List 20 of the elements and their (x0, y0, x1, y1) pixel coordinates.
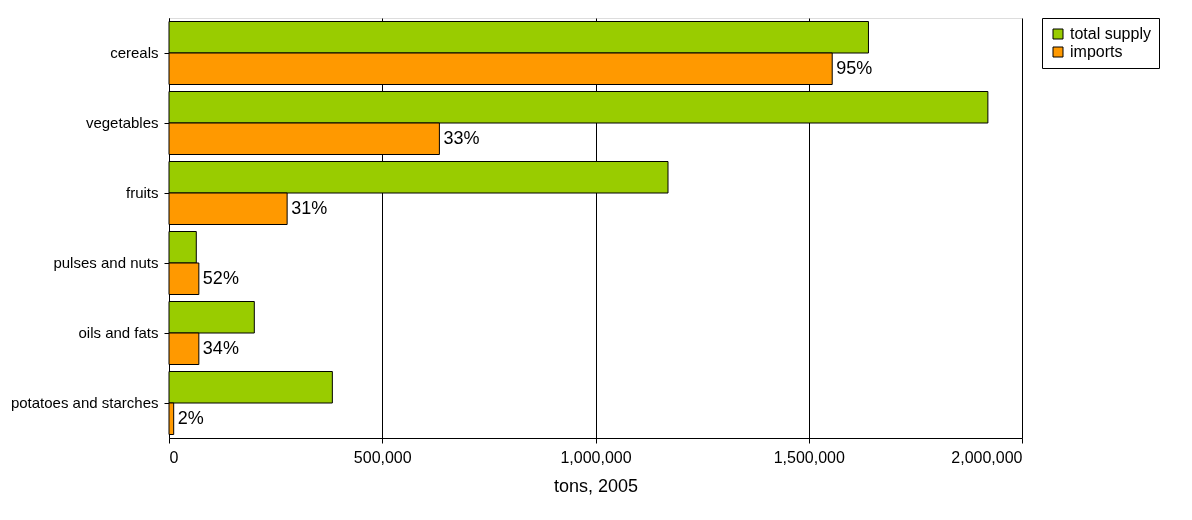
x-axis-title: tons, 2005 (553, 475, 639, 496)
annotation: 2% (177, 407, 204, 428)
x-tick-label: 1,000,000 (560, 448, 632, 466)
annotation: 33% (443, 127, 480, 148)
annotation: 95% (836, 57, 873, 78)
annotation: 34% (202, 337, 239, 358)
y-tick-label: vegetables (85, 114, 159, 131)
y-tick-label: oils and fats (78, 324, 159, 341)
legend-label: imports (1070, 43, 1123, 60)
annotation: 52% (202, 267, 239, 288)
y-tick-label: fruits (125, 184, 159, 201)
x-tick-label: 1,500,000 (773, 448, 845, 466)
annotation: 31% (291, 197, 328, 218)
legend-label: total supply (1070, 25, 1151, 42)
y-tick-label: cereals (110, 44, 159, 61)
x-tick-label: 2,000,000 (951, 448, 1023, 466)
y-tick-label: potatoes and starches (10, 394, 159, 411)
y-tick-label: pulses and nuts (53, 254, 159, 271)
x-tick-label: 500,000 (353, 448, 412, 466)
x-tick-label: 0 (169, 448, 179, 466)
